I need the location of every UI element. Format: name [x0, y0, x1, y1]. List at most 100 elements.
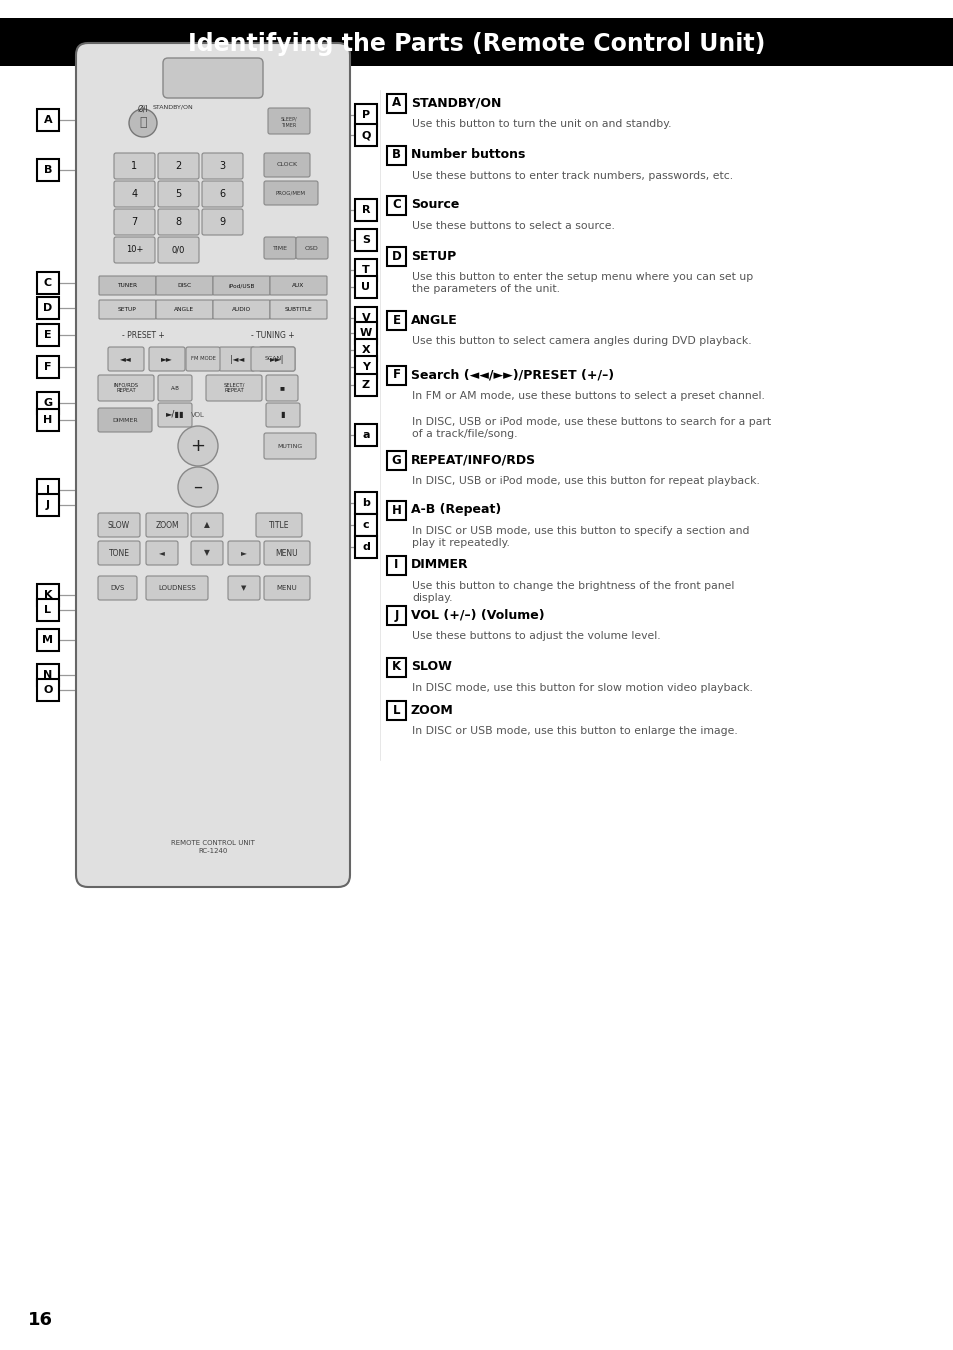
- Text: REMOTE CONTROL UNIT
RC-1240: REMOTE CONTROL UNIT RC-1240: [171, 840, 254, 855]
- FancyBboxPatch shape: [387, 657, 406, 676]
- FancyBboxPatch shape: [158, 181, 199, 207]
- FancyBboxPatch shape: [98, 576, 137, 599]
- FancyBboxPatch shape: [355, 275, 376, 298]
- FancyBboxPatch shape: [98, 408, 152, 432]
- Text: OSD: OSD: [305, 246, 318, 251]
- Text: ▲: ▲: [204, 521, 210, 529]
- FancyBboxPatch shape: [98, 513, 140, 537]
- FancyBboxPatch shape: [355, 259, 376, 281]
- FancyBboxPatch shape: [264, 576, 310, 599]
- Text: iPod/USB: iPod/USB: [228, 284, 254, 288]
- FancyBboxPatch shape: [255, 513, 302, 537]
- Text: SUBTITLE: SUBTITLE: [284, 306, 312, 312]
- Text: E: E: [392, 313, 400, 327]
- Text: FM MODE: FM MODE: [191, 356, 215, 362]
- FancyBboxPatch shape: [264, 181, 317, 205]
- Text: SETUP: SETUP: [118, 306, 137, 312]
- FancyBboxPatch shape: [37, 664, 59, 686]
- Text: P: P: [361, 109, 370, 120]
- Text: F: F: [44, 362, 51, 373]
- Text: ►►|: ►►|: [270, 355, 284, 363]
- Text: ZOOM: ZOOM: [411, 703, 454, 717]
- Text: In DISC mode, use this button for slow motion video playback.: In DISC mode, use this button for slow m…: [412, 683, 752, 693]
- Text: J: J: [394, 609, 398, 621]
- Text: b: b: [362, 498, 370, 508]
- Text: C: C: [44, 278, 52, 288]
- FancyBboxPatch shape: [191, 541, 223, 566]
- Text: SLOW: SLOW: [411, 660, 452, 674]
- Text: ■: ■: [279, 386, 284, 390]
- Text: 6: 6: [219, 189, 225, 198]
- Text: MENU: MENU: [275, 548, 298, 558]
- FancyBboxPatch shape: [387, 701, 406, 720]
- FancyBboxPatch shape: [355, 491, 376, 514]
- FancyBboxPatch shape: [158, 404, 192, 427]
- FancyBboxPatch shape: [387, 146, 406, 165]
- FancyBboxPatch shape: [258, 347, 294, 371]
- FancyBboxPatch shape: [37, 159, 59, 181]
- Text: K: K: [392, 660, 400, 674]
- FancyBboxPatch shape: [387, 95, 406, 113]
- Text: INFO/RDS
REPEAT: INFO/RDS REPEAT: [113, 382, 138, 393]
- FancyBboxPatch shape: [355, 124, 376, 146]
- FancyBboxPatch shape: [99, 300, 156, 319]
- FancyBboxPatch shape: [270, 275, 327, 296]
- Text: Source: Source: [411, 198, 459, 212]
- FancyBboxPatch shape: [251, 347, 294, 371]
- Text: VOL: VOL: [191, 412, 205, 418]
- Text: H: H: [43, 414, 52, 425]
- FancyBboxPatch shape: [264, 433, 315, 459]
- FancyBboxPatch shape: [37, 356, 59, 378]
- Text: d: d: [362, 541, 370, 552]
- Text: REPEAT/INFO/RDS: REPEAT/INFO/RDS: [411, 454, 536, 467]
- Text: D: D: [392, 250, 401, 262]
- Text: A-B: A-B: [171, 386, 179, 390]
- FancyBboxPatch shape: [98, 541, 140, 566]
- Text: L: L: [393, 703, 400, 717]
- Text: L: L: [45, 605, 51, 616]
- Text: MENU: MENU: [276, 585, 297, 591]
- Text: D: D: [43, 302, 52, 313]
- Text: ◄: ◄: [159, 548, 165, 558]
- Text: STANDBY/ON: STANDBY/ON: [152, 104, 193, 109]
- Text: SCAN: SCAN: [264, 356, 281, 362]
- Text: In DISC or USB mode, use this button to specify a section and
play it repeatedly: In DISC or USB mode, use this button to …: [412, 526, 749, 548]
- Text: F: F: [392, 369, 400, 382]
- Circle shape: [178, 467, 218, 508]
- FancyBboxPatch shape: [355, 230, 376, 251]
- FancyBboxPatch shape: [37, 271, 59, 294]
- Text: Use this button to turn the unit on and standby.: Use this button to turn the unit on and …: [412, 119, 671, 130]
- FancyBboxPatch shape: [0, 18, 953, 66]
- FancyBboxPatch shape: [163, 58, 263, 99]
- FancyBboxPatch shape: [387, 247, 406, 266]
- Text: 0/0: 0/0: [172, 246, 185, 255]
- Text: G: G: [44, 398, 52, 408]
- Text: Use these buttons to select a source.: Use these buttons to select a source.: [412, 221, 615, 231]
- FancyBboxPatch shape: [355, 356, 376, 378]
- Text: O: O: [43, 684, 52, 695]
- Text: S: S: [361, 235, 370, 244]
- Text: - TUNING +: - TUNING +: [251, 331, 294, 339]
- Text: Search (◄◄/►►)/PRESET (+/–): Search (◄◄/►►)/PRESET (+/–): [411, 369, 614, 382]
- Text: H: H: [391, 504, 401, 517]
- FancyBboxPatch shape: [202, 209, 243, 235]
- FancyBboxPatch shape: [355, 198, 376, 221]
- Text: Use these buttons to enter track numbers, passwords, etc.: Use these buttons to enter track numbers…: [412, 171, 732, 181]
- FancyBboxPatch shape: [37, 679, 59, 701]
- Text: Number buttons: Number buttons: [411, 148, 525, 162]
- Text: B: B: [392, 148, 400, 162]
- Text: G: G: [392, 454, 401, 467]
- Text: SELECT/
REPEAT: SELECT/ REPEAT: [223, 382, 244, 393]
- FancyBboxPatch shape: [228, 576, 260, 599]
- Text: 3: 3: [219, 161, 225, 171]
- FancyBboxPatch shape: [213, 275, 270, 296]
- FancyBboxPatch shape: [355, 104, 376, 126]
- FancyBboxPatch shape: [228, 541, 260, 566]
- Text: TONE: TONE: [109, 548, 130, 558]
- FancyBboxPatch shape: [355, 424, 376, 446]
- Text: 1: 1: [132, 161, 137, 171]
- Text: In DISC, USB or iPod mode, use this button for repeat playback.: In DISC, USB or iPod mode, use this butt…: [412, 477, 760, 486]
- Text: Ø/I: Ø/I: [137, 104, 149, 113]
- FancyBboxPatch shape: [146, 541, 178, 566]
- FancyBboxPatch shape: [270, 300, 327, 319]
